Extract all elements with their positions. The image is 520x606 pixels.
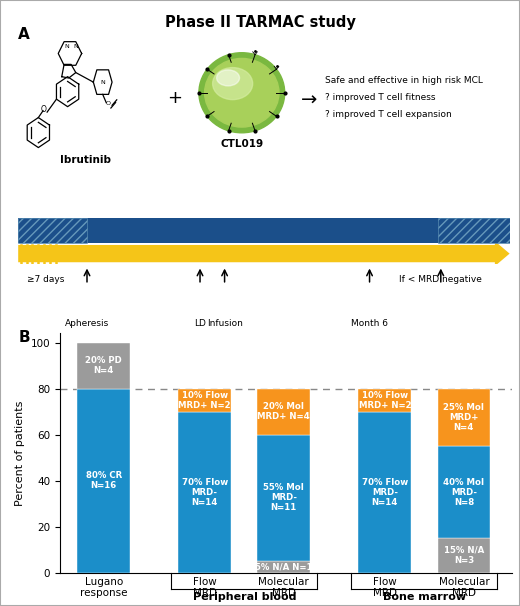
Bar: [437, 446, 490, 538]
Text: Bone marrow: Bone marrow: [383, 592, 466, 602]
Ellipse shape: [217, 70, 240, 86]
Bar: [77, 342, 130, 388]
Text: CTL019: CTL019: [220, 139, 263, 148]
Text: O: O: [106, 101, 111, 107]
Text: Apheresis: Apheresis: [65, 319, 109, 328]
Ellipse shape: [199, 53, 285, 133]
Text: 20% Mol
MRD+ N=4: 20% Mol MRD+ N=4: [257, 402, 310, 421]
Text: LD: LD: [194, 319, 206, 328]
Text: 25% Mol
MRD+
N=4: 25% Mol MRD+ N=4: [444, 403, 484, 432]
Text: +: +: [167, 89, 181, 107]
Bar: [257, 388, 310, 435]
Text: 5% N/A N=1: 5% N/A N=1: [255, 562, 313, 571]
Text: 55% Mol
MRD-
N=11: 55% Mol MRD- N=11: [264, 484, 304, 513]
Text: Infusion: Infusion: [206, 319, 242, 328]
Text: ≥7 days: ≥7 days: [27, 275, 64, 284]
Text: Peripheral blood: Peripheral blood: [192, 592, 296, 602]
Text: If < MRD negative: If < MRD negative: [399, 275, 482, 284]
Text: 80% CR
N=16: 80% CR N=16: [86, 471, 122, 490]
Text: 10% Flow
MRD+ N=2: 10% Flow MRD+ N=2: [178, 390, 231, 410]
Text: B: B: [18, 330, 30, 345]
FancyBboxPatch shape: [438, 218, 510, 243]
FancyBboxPatch shape: [18, 218, 87, 243]
Text: →: →: [301, 90, 318, 110]
Bar: [437, 388, 490, 446]
Text: ? improved T cell fitness: ? improved T cell fitness: [325, 93, 436, 102]
Bar: [257, 561, 310, 573]
Text: 40% Mol
MRD-
N=8: 40% Mol MRD- N=8: [444, 478, 485, 507]
Bar: [358, 388, 411, 411]
Bar: [257, 435, 310, 561]
Text: Month 6: Month 6: [351, 319, 388, 328]
Text: 70% Flow
MRD-
N=14: 70% Flow MRD- N=14: [181, 478, 228, 507]
Text: 70% Flow
MRD-
N=14: 70% Flow MRD- N=14: [362, 478, 408, 507]
Bar: [358, 411, 411, 573]
Text: N: N: [73, 44, 78, 49]
Text: 20% PD
N=4: 20% PD N=4: [85, 356, 122, 375]
Bar: [437, 538, 490, 573]
Text: 10% Flow
MRD+ N=2: 10% Flow MRD+ N=2: [358, 390, 411, 410]
Text: O: O: [41, 105, 47, 114]
Ellipse shape: [213, 68, 253, 99]
Ellipse shape: [205, 58, 279, 127]
FancyArrow shape: [18, 241, 510, 266]
Text: Safe and effective in high risk MCL: Safe and effective in high risk MCL: [325, 76, 483, 85]
Text: N: N: [64, 44, 69, 49]
Bar: [77, 388, 130, 573]
FancyBboxPatch shape: [18, 218, 510, 243]
Text: A: A: [18, 27, 30, 42]
Text: ? improved T cell expansion: ? improved T cell expansion: [325, 110, 452, 119]
Text: 15% N/A
N=3: 15% N/A N=3: [444, 546, 484, 565]
Y-axis label: Percent of patients: Percent of patients: [15, 401, 25, 505]
Text: N: N: [100, 79, 105, 85]
Bar: [178, 388, 231, 411]
Text: Ibrutinib: Ibrutinib: [60, 155, 111, 165]
Bar: [178, 411, 231, 573]
Text: Phase II TARMAC study: Phase II TARMAC study: [164, 15, 356, 30]
